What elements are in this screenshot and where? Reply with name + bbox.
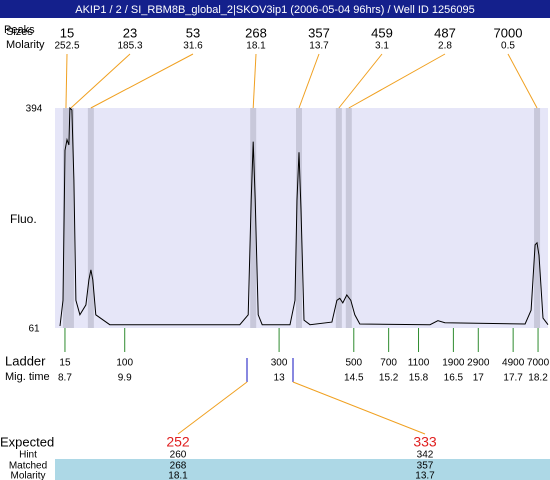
ladder-mig-time: 8.7 [58,373,72,384]
peak-size: 15 [60,25,74,40]
peak-band [87,108,94,328]
ladder-size: 1900 [442,358,465,369]
peak-band [534,108,541,328]
ladder-size: 100 [116,358,133,369]
matched-size: 357 [417,461,434,472]
ladder-size: 15 [59,358,71,369]
ladder-mig-time: 17 [473,373,485,384]
peak-molarity: 252.5 [54,41,79,52]
ladder-mig-time: 14.5 [344,373,364,384]
peak-molarity: 2.8 [438,41,452,52]
peak-link [338,53,383,109]
row-label: Molarity [6,39,45,51]
peak-link [298,53,320,109]
row-label: Ladder [5,353,46,368]
row-label: Expected [0,434,54,449]
y-axis-label: Fluo. [10,212,37,226]
ladder-size: 1100 [408,358,430,369]
y-tick-label: 61 [28,324,40,335]
peak-link [348,53,446,109]
peak-molarity: 185.3 [117,41,142,52]
ladder-size: 7000 [527,358,550,369]
ladder-mig-time: 15.8 [409,373,429,384]
expected-size: 252 [166,434,190,450]
expected-link [292,381,426,435]
y-tick-label: 394 [26,104,43,115]
ladder-mig-time: 13 [274,373,286,384]
peak-link [507,53,538,109]
peak-band [335,108,342,328]
row-label: Sizes [6,26,33,38]
peak-band [67,108,74,328]
ladder-size: 500 [345,358,362,369]
ladder-size: 700 [380,358,397,369]
matched-molarity: 18.1 [168,471,188,480]
ladder-size: 4900 [502,358,525,369]
hint-size: 342 [417,450,434,461]
ladder-mig-time: 17.7 [503,373,523,384]
peak-band [250,108,257,328]
peak-size: 53 [186,25,200,40]
peak-link [70,53,131,109]
peak-molarity: 0.5 [501,41,515,52]
ladder-size: 2900 [467,358,490,369]
peak-size: 268 [245,25,267,40]
trace [59,106,549,327]
peak-molarity: 31.6 [183,41,203,52]
expected-link [177,381,248,435]
ladder-mig-time: 16.5 [444,373,464,384]
ladder-mig-time: 9.9 [118,373,132,384]
peak-size: 459 [371,25,393,40]
expected-size: 333 [413,434,437,450]
matched-band [55,459,550,480]
row-label: Matched [9,461,47,472]
row-label: Hint [19,450,37,461]
peak-size: 487 [434,25,456,40]
row-label: Peaks [4,24,35,36]
peak-link [90,53,194,109]
ladder-mig-time: 15.2 [379,373,399,384]
hint-size: 260 [170,450,187,461]
peak-size: 7000 [494,25,523,40]
peak-molarity: 3.1 [375,41,389,52]
row-label: Molarity [10,471,45,480]
peak-link [252,53,257,109]
peak-band [296,108,303,328]
ladder-mig-time: 18.2 [528,373,548,384]
peak-band [345,108,352,328]
peak-band [62,108,69,328]
ladder-size: 300 [271,358,288,369]
peak-molarity: 18.1 [246,41,266,52]
matched-size: 268 [170,461,187,472]
row-label: Mig. time [5,371,50,383]
title: AKIP1 / 2 / SI_RBM8B_global_2|SKOV3ip1 (… [75,4,475,16]
peak-molarity: 13.7 [309,41,329,52]
peak-link [65,53,68,109]
matched-molarity: 13.7 [415,471,435,480]
peak-size: 357 [308,25,330,40]
title-bar [0,0,550,18]
peak-size: 23 [123,25,137,40]
